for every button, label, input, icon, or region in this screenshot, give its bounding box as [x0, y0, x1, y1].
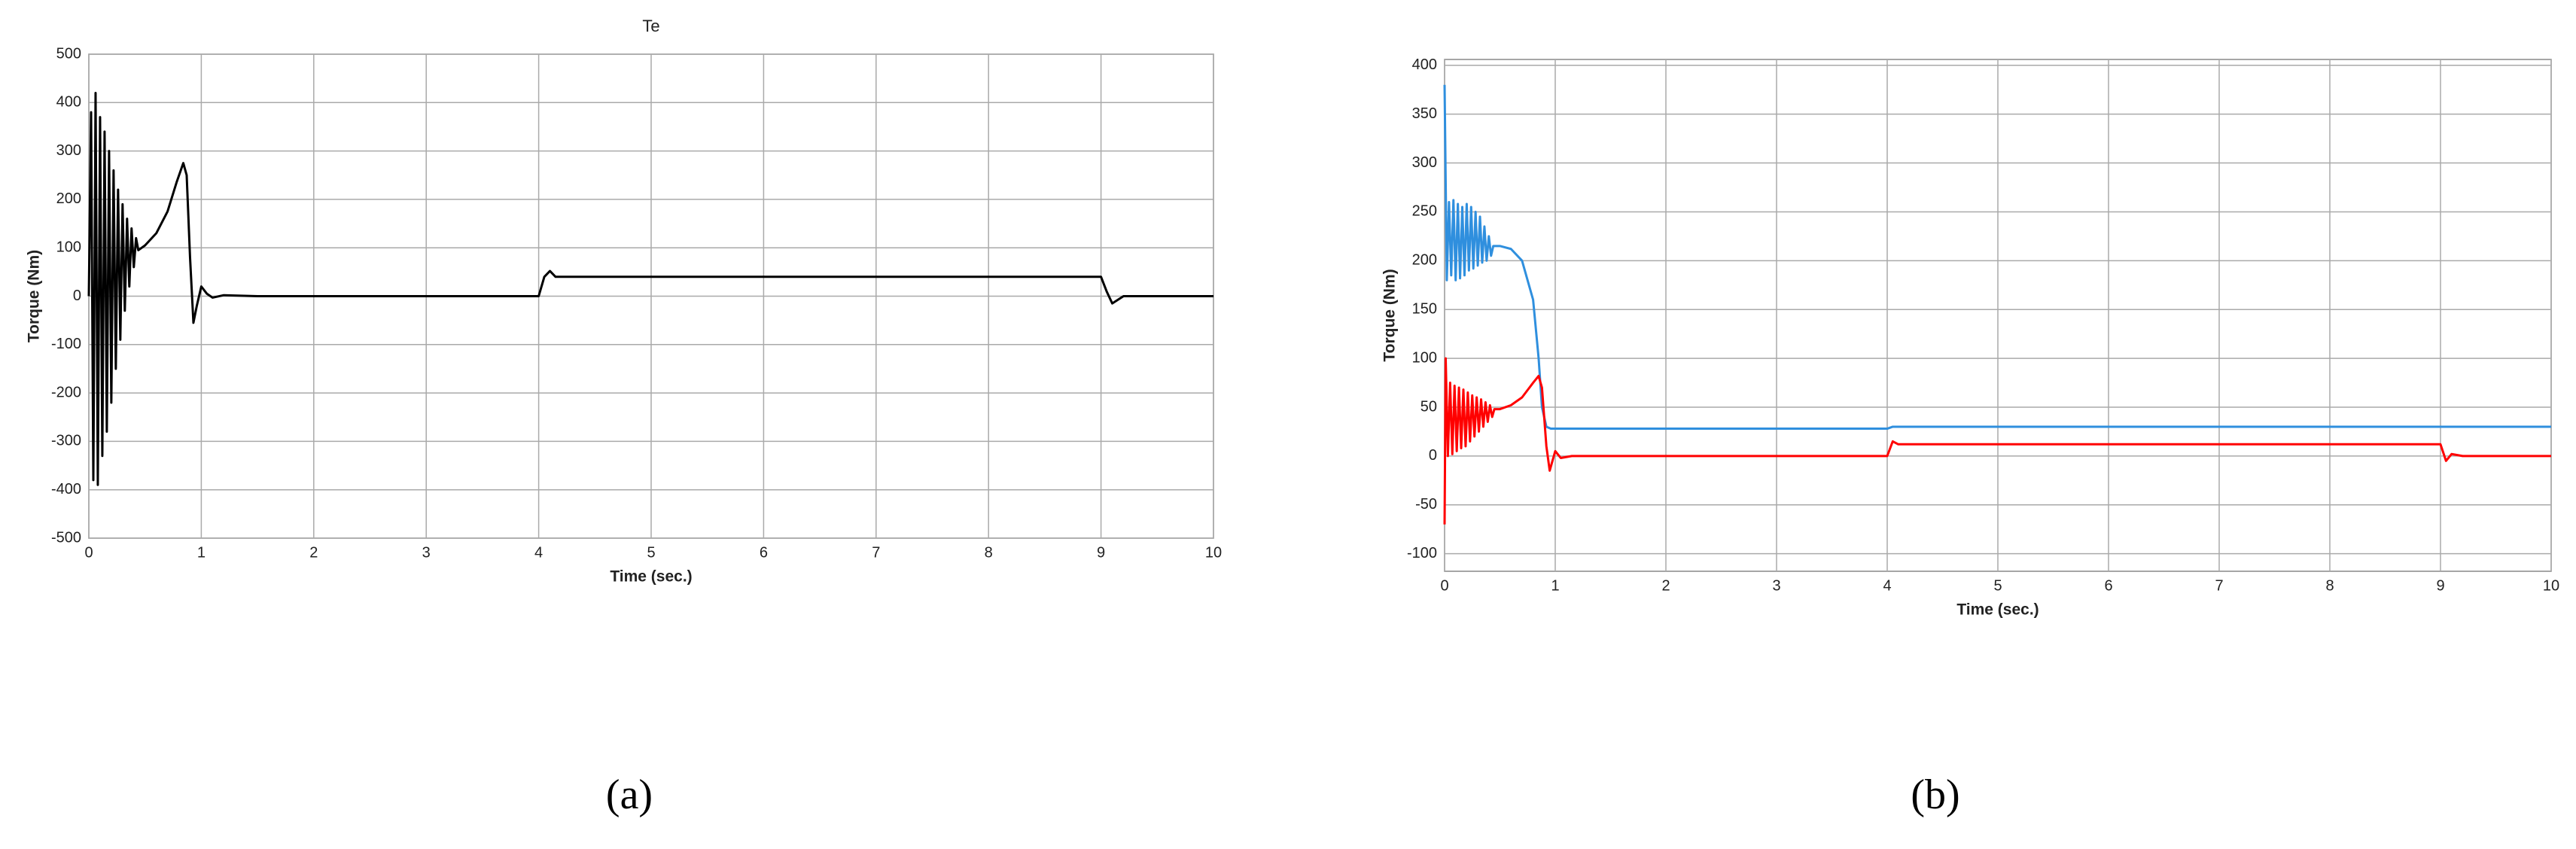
series-line: [87, 91, 1213, 486]
caption: (a): [606, 771, 653, 818]
x-tick-label: 7: [872, 544, 880, 561]
x-tick-label: 3: [422, 544, 431, 561]
x-tick-label: 10: [2543, 577, 2559, 594]
x-tick-label: 9: [2436, 577, 2444, 594]
x-tick-label: 2: [309, 544, 318, 561]
x-axis-label: Time (sec.): [610, 568, 692, 586]
x-tick-label: 8: [985, 544, 993, 561]
y-tick-label: 300: [1412, 154, 1437, 171]
y-tick-label: -400: [51, 481, 81, 498]
series-line: [1443, 84, 2551, 431]
chart-title: Te: [642, 17, 659, 35]
x-tick-label: 9: [1097, 544, 1105, 561]
x-tick-label: 5: [647, 544, 655, 561]
y-tick-label: -50: [1415, 496, 1437, 513]
y-tick-label: 350: [1412, 105, 1437, 122]
x-tick-label: 6: [2104, 577, 2112, 594]
chart: -100 -50 0 50 100 150 200 250 300 350 400 0 1 2 3 4 5 6 7 8…: [1381, 56, 2560, 818]
y-tick-label: 300: [56, 142, 81, 159]
chart: -500 -400 -300 -200 -100 0 100 200 300 400 500 0 1 2 3…: [26, 17, 1223, 818]
x-tick-label: 0: [84, 544, 93, 561]
x-tick-label: 8: [2325, 577, 2334, 594]
y-tick-label: 200: [56, 190, 81, 207]
x-tick-label: 4: [534, 544, 543, 561]
x-tick-label: 1: [1551, 577, 1559, 594]
y-tick-label: 250: [1412, 203, 1437, 220]
x-tick-label: 4: [1883, 577, 1891, 594]
y-tick-label: 200: [1412, 252, 1437, 269]
y-tick-label: 100: [1412, 349, 1437, 366]
y-tick-label: 0: [1429, 447, 1437, 464]
y-tick-label: 400: [56, 94, 81, 111]
x-tick-label: 7: [2215, 577, 2223, 594]
y-tick-label: 150: [1412, 300, 1437, 317]
y-tick-label: 500: [56, 45, 81, 62]
caption: (b): [1911, 771, 1959, 818]
x-tick-label: 3: [1772, 577, 1780, 594]
y-axis-label: Torque (Nm): [26, 250, 43, 342]
y-tick-label: 50: [1420, 398, 1437, 415]
x-tick-label: 2: [1661, 577, 1670, 594]
y-tick-label: -200: [51, 384, 81, 400]
series-line: [1443, 357, 2551, 525]
y-tick-label: -500: [51, 529, 81, 546]
y-tick-label: -300: [51, 433, 81, 449]
x-tick-label: 0: [1440, 577, 1448, 594]
y-tick-label: 100: [56, 239, 81, 255]
x-tick-label: 6: [760, 544, 768, 561]
x-axis-label: Time (sec.): [1956, 601, 2039, 619]
x-tick-label: 5: [1993, 577, 2002, 594]
x-tick-label: 10: [1205, 544, 1222, 561]
y-tick-label: -100: [51, 336, 81, 352]
y-axis-label: Torque (Nm): [1381, 269, 1399, 361]
y-tick-label: -100: [1407, 545, 1437, 561]
y-tick-label: 400: [1412, 56, 1437, 73]
x-tick-label: 1: [197, 544, 206, 561]
y-tick-label: 0: [73, 288, 81, 304]
